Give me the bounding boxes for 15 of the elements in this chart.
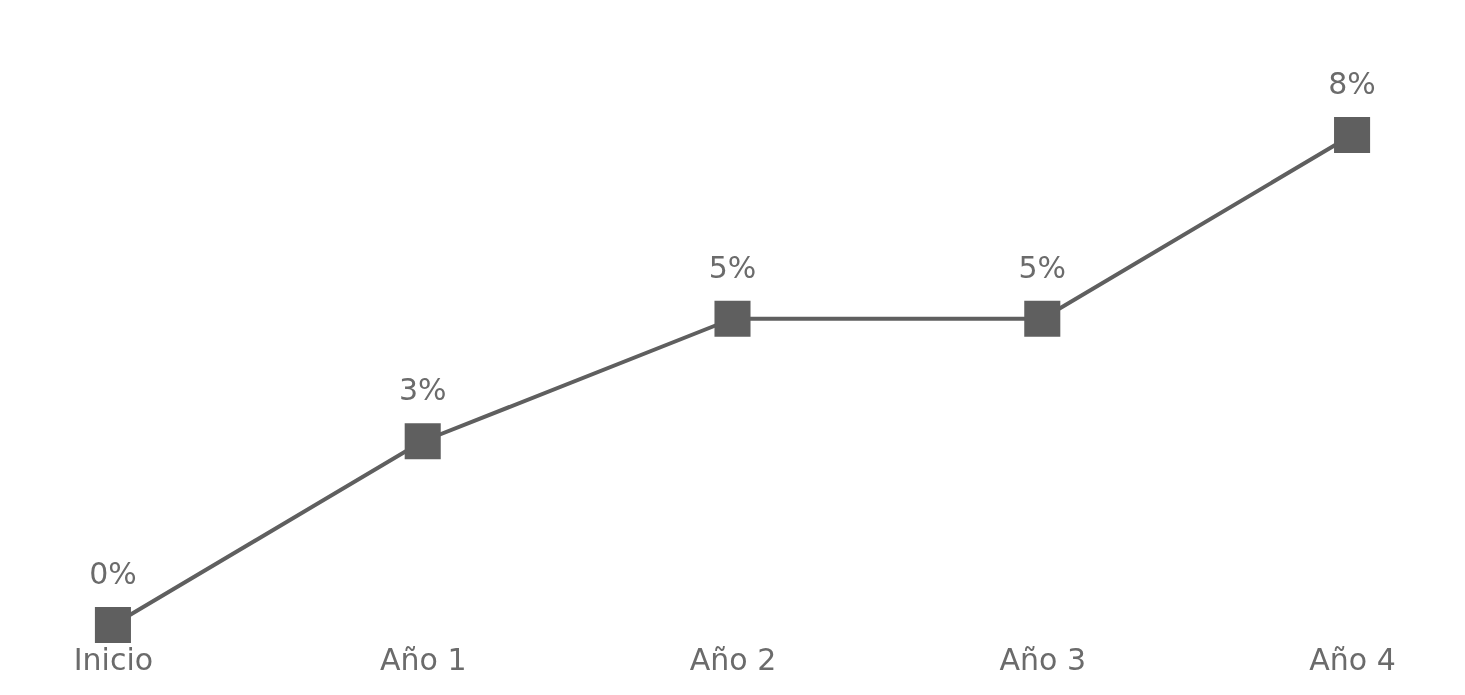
point [94, 606, 131, 644]
x-tick-label: Inicio [73, 641, 154, 677]
x-tick-label: Año 1 [379, 641, 467, 677]
x-tick-label: Año 2 [689, 641, 777, 677]
data-label: 5% [1018, 249, 1067, 285]
x-tick-label: Año 3 [999, 641, 1087, 677]
point [1334, 116, 1371, 154]
point [1024, 300, 1061, 337]
data-label: 8% [1328, 66, 1376, 101]
data-label: 0% [89, 556, 137, 591]
x-tick-label: Año 4 [1309, 641, 1396, 677]
data-label: 5% [708, 249, 757, 285]
point [404, 423, 441, 460]
point [714, 300, 751, 337]
data-label: 3% [398, 372, 447, 408]
